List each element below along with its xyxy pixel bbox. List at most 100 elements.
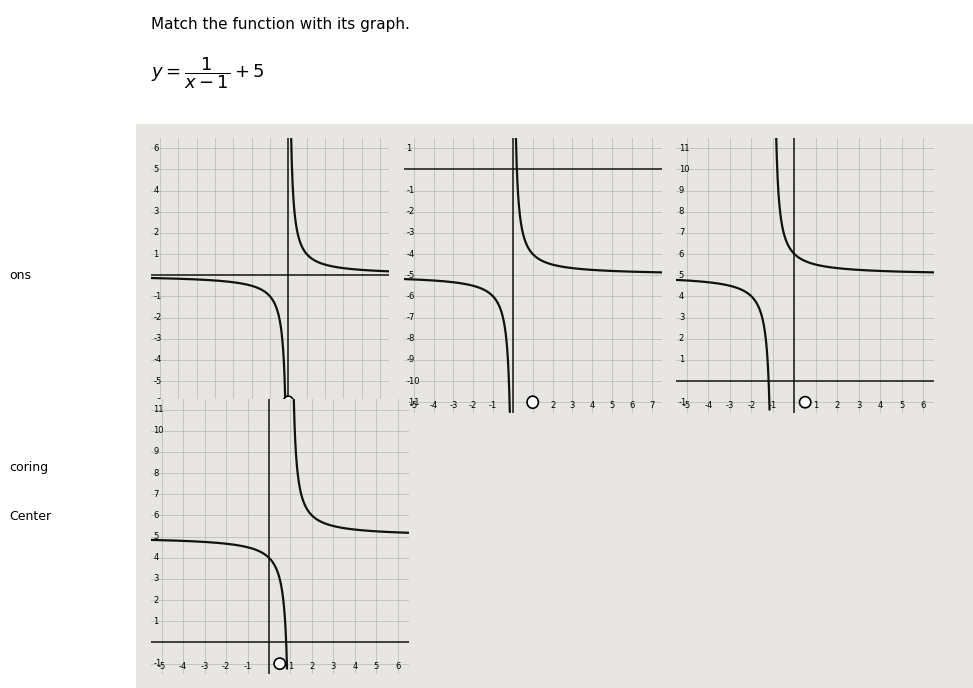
Text: -6: -6 (174, 401, 183, 410)
Text: -1: -1 (488, 401, 497, 410)
Text: 7: 7 (679, 228, 684, 237)
Text: 1: 1 (530, 401, 535, 410)
Text: -7: -7 (407, 313, 414, 322)
Text: 3: 3 (154, 574, 159, 583)
Text: 3: 3 (679, 313, 684, 322)
Text: 5: 5 (609, 401, 615, 410)
Text: -5: -5 (407, 270, 414, 280)
Text: -4: -4 (153, 356, 162, 365)
Circle shape (283, 396, 294, 408)
Text: -9: -9 (407, 356, 414, 365)
Text: -3: -3 (726, 401, 735, 410)
Text: -2: -2 (222, 663, 231, 671)
Text: 2: 2 (322, 401, 328, 410)
Text: 5: 5 (153, 165, 159, 174)
Circle shape (800, 396, 811, 408)
Text: 9: 9 (679, 186, 684, 195)
Text: 3: 3 (341, 401, 346, 410)
Text: -4: -4 (211, 401, 219, 410)
Text: 5: 5 (374, 663, 379, 671)
Text: -3: -3 (153, 334, 162, 343)
Text: -3: -3 (200, 663, 209, 671)
Circle shape (274, 658, 285, 669)
Text: 2: 2 (309, 663, 314, 671)
Text: Center: Center (10, 510, 52, 522)
Text: -1: -1 (407, 186, 414, 195)
Text: 2: 2 (835, 401, 840, 410)
Text: 6: 6 (153, 144, 159, 153)
Text: 5: 5 (899, 401, 905, 410)
Text: 2: 2 (154, 596, 159, 605)
Text: 6: 6 (630, 401, 634, 410)
Text: 1: 1 (304, 401, 309, 410)
Text: -6: -6 (153, 398, 162, 407)
Text: 4: 4 (352, 663, 357, 671)
Text: $y = \dfrac{1}{x-1} + 5$: $y = \dfrac{1}{x-1} + 5$ (151, 55, 265, 91)
Text: -4: -4 (407, 250, 414, 259)
Text: -2: -2 (407, 207, 414, 216)
Text: 3: 3 (331, 663, 336, 671)
Text: 4: 4 (590, 401, 595, 410)
Text: -10: -10 (407, 376, 420, 385)
Text: -7: -7 (156, 401, 164, 410)
Text: 3: 3 (153, 207, 159, 216)
Text: 11: 11 (679, 144, 689, 153)
Text: coring: coring (10, 462, 49, 474)
Circle shape (527, 396, 538, 408)
Text: -1: -1 (153, 292, 162, 301)
Text: 11: 11 (154, 405, 163, 414)
Text: -2: -2 (747, 401, 756, 410)
Text: -3: -3 (230, 401, 237, 410)
Text: 4: 4 (359, 401, 364, 410)
Text: 2: 2 (679, 334, 684, 343)
Text: 10: 10 (154, 427, 163, 436)
Text: 2: 2 (153, 228, 159, 237)
Text: -3: -3 (450, 401, 457, 410)
Text: -5: -5 (193, 401, 200, 410)
Text: -2: -2 (247, 401, 256, 410)
Text: 1: 1 (813, 401, 818, 410)
Text: 5: 5 (679, 270, 684, 280)
Text: 9: 9 (154, 447, 159, 456)
Text: 3: 3 (856, 401, 861, 410)
Text: 3: 3 (570, 401, 575, 410)
Text: -5: -5 (683, 401, 691, 410)
Text: -11: -11 (407, 398, 420, 407)
Text: -2: -2 (469, 401, 478, 410)
Text: -1: -1 (154, 659, 162, 668)
Text: -4: -4 (429, 401, 438, 410)
Text: 1: 1 (407, 144, 412, 153)
Text: 8: 8 (679, 207, 684, 216)
Text: -1: -1 (243, 663, 252, 671)
Text: 4: 4 (679, 292, 684, 301)
Text: 6: 6 (154, 511, 159, 520)
Text: 4: 4 (154, 553, 159, 562)
Text: 6: 6 (920, 401, 926, 410)
Text: Match the function with its graph.: Match the function with its graph. (151, 17, 410, 32)
Text: 2: 2 (550, 401, 556, 410)
Text: -2: -2 (153, 313, 162, 322)
Text: 1: 1 (288, 663, 293, 671)
Text: ons: ons (10, 269, 32, 281)
Text: -8: -8 (407, 334, 414, 343)
Text: -4: -4 (704, 401, 712, 410)
Text: 4: 4 (878, 401, 883, 410)
Text: -6: -6 (407, 292, 414, 301)
Text: -5: -5 (158, 663, 165, 671)
Text: -4: -4 (179, 663, 187, 671)
Text: 4: 4 (153, 186, 159, 195)
Text: -3: -3 (407, 228, 414, 237)
Text: 1: 1 (679, 356, 684, 365)
Text: 6: 6 (395, 663, 401, 671)
Text: -5: -5 (410, 401, 417, 410)
Text: -1: -1 (266, 401, 274, 410)
Text: -1: -1 (679, 398, 687, 407)
Text: -1: -1 (769, 401, 777, 410)
Text: 1: 1 (153, 250, 159, 259)
Text: 7: 7 (649, 401, 655, 410)
Text: 5: 5 (378, 401, 382, 410)
Text: 1: 1 (154, 617, 159, 626)
Text: 7: 7 (154, 490, 159, 499)
Text: 10: 10 (679, 165, 689, 174)
Text: 8: 8 (154, 469, 159, 477)
